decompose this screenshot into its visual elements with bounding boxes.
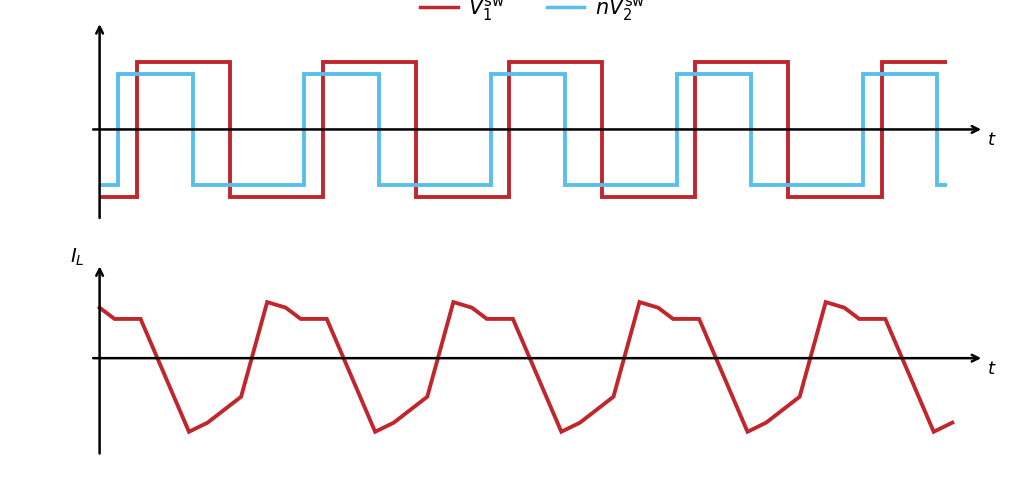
Text: t: t <box>988 131 994 149</box>
Text: t: t <box>988 360 994 378</box>
Legend: $V_1^{\rm sw}$, $nV_2^{\rm sw}$: $V_1^{\rm sw}$, $nV_2^{\rm sw}$ <box>412 0 653 31</box>
Text: $I_L$: $I_L$ <box>71 247 85 269</box>
